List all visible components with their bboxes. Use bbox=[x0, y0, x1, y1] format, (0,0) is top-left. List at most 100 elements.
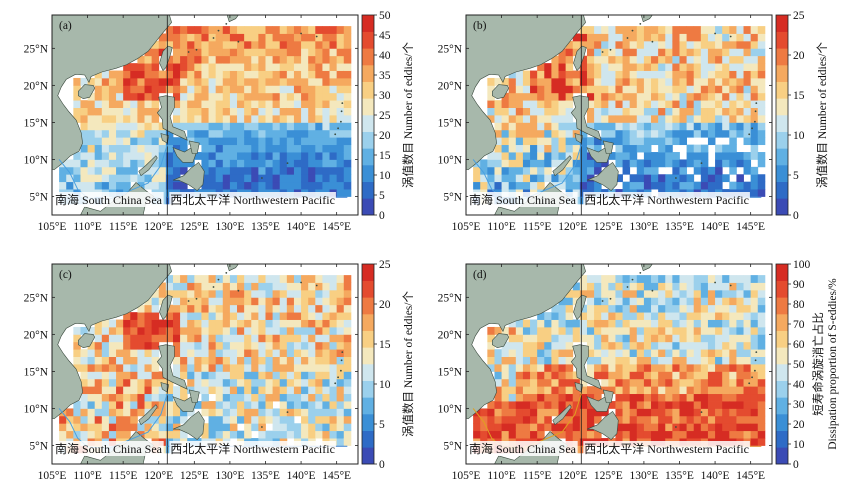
x-tick-label: 110°E bbox=[487, 221, 515, 233]
heatmap-cell bbox=[301, 115, 309, 123]
heatmap-cell bbox=[722, 152, 730, 160]
heatmap-cell bbox=[94, 144, 103, 153]
heatmap-cell bbox=[251, 415, 259, 424]
heatmap-cell bbox=[700, 107, 709, 116]
heatmap-cell bbox=[187, 334, 195, 343]
heatmap-cell bbox=[279, 166, 288, 175]
heatmap-cell bbox=[208, 63, 217, 71]
heatmap-cell bbox=[579, 393, 588, 402]
heatmap-cell bbox=[508, 166, 517, 175]
heatmap-cell bbox=[208, 48, 217, 57]
heatmap-cell bbox=[643, 33, 652, 42]
heatmap-cell bbox=[615, 326, 623, 335]
colorbar-segment bbox=[362, 165, 374, 182]
heatmap-cell bbox=[693, 349, 702, 357]
heatmap-cell bbox=[636, 364, 645, 372]
heatmap-cell bbox=[158, 181, 167, 190]
heatmap-cell bbox=[537, 100, 545, 108]
heatmap-cell bbox=[601, 70, 609, 79]
region-label-backing bbox=[583, 441, 750, 456]
heatmap-cell bbox=[658, 304, 666, 313]
heatmap-cell bbox=[151, 107, 160, 116]
heatmap-cell bbox=[672, 115, 680, 123]
heatmap-cell bbox=[700, 92, 709, 101]
heatmap-cell bbox=[537, 174, 545, 183]
heatmap-cell bbox=[736, 40, 744, 49]
heatmap-cell bbox=[693, 386, 702, 395]
heatmap-cell bbox=[658, 92, 666, 101]
island-speck bbox=[334, 133, 337, 136]
heatmap-cell bbox=[315, 319, 323, 328]
heatmap-cell bbox=[272, 364, 281, 372]
heatmap-cell bbox=[237, 174, 245, 183]
colorbar-tick-label: 100 bbox=[793, 259, 811, 271]
heatmap-cell bbox=[315, 48, 323, 57]
heatmap-cell bbox=[194, 378, 202, 387]
heatmap-cell bbox=[686, 408, 695, 417]
heatmap-cell bbox=[658, 159, 666, 168]
heatmap-cell bbox=[622, 181, 631, 190]
heatmap-cell bbox=[201, 275, 209, 283]
heatmap-cell bbox=[279, 77, 288, 86]
heatmap-cell bbox=[622, 63, 631, 71]
heatmap-cell bbox=[565, 341, 574, 350]
heatmap-cell bbox=[615, 63, 623, 71]
heatmap-cell bbox=[208, 319, 217, 328]
heatmap-cell bbox=[130, 77, 138, 86]
heatmap-cell bbox=[237, 341, 245, 350]
heatmap-cell bbox=[750, 122, 759, 131]
heatmap-cell bbox=[480, 166, 488, 175]
heatmap-cell bbox=[736, 152, 744, 160]
heatmap-cell bbox=[308, 334, 316, 343]
heatmap-cell bbox=[286, 334, 295, 343]
heatmap-cell bbox=[73, 364, 81, 372]
heatmap-cell bbox=[194, 304, 202, 313]
heatmap-cell bbox=[244, 401, 252, 409]
heatmap-cell bbox=[172, 423, 181, 432]
heatmap-cell bbox=[672, 122, 680, 131]
heatmap-cell bbox=[643, 415, 652, 424]
heatmap-cell bbox=[757, 408, 766, 417]
heatmap-cell bbox=[229, 349, 238, 357]
heatmap-cell bbox=[244, 70, 252, 79]
heatmap-cell bbox=[237, 100, 245, 108]
heatmap-cell bbox=[293, 100, 302, 108]
heatmap-cell bbox=[101, 70, 110, 79]
heatmap-cell bbox=[615, 393, 623, 402]
heatmap-cell bbox=[158, 33, 167, 42]
heatmap-cell bbox=[750, 438, 759, 446]
island-speck bbox=[651, 40, 654, 43]
heatmap-cell bbox=[272, 415, 281, 424]
heatmap-cell bbox=[629, 129, 638, 138]
heatmap-cell bbox=[116, 152, 124, 160]
heatmap-cell bbox=[251, 349, 259, 357]
heatmap-cell bbox=[622, 297, 631, 306]
heatmap-cell bbox=[658, 349, 666, 357]
heatmap-cell bbox=[251, 341, 259, 350]
heatmap-cell bbox=[265, 77, 274, 86]
heatmap-cell bbox=[301, 312, 309, 320]
heatmap-cell bbox=[322, 289, 330, 298]
heatmap-cell bbox=[180, 319, 188, 328]
colorbar-tick-label: 30 bbox=[379, 90, 391, 102]
heatmap-cell bbox=[343, 26, 352, 34]
heatmap-cell bbox=[229, 181, 238, 190]
heatmap-cell bbox=[487, 430, 495, 439]
y-tick-label: 15°N bbox=[438, 117, 463, 129]
heatmap-cell bbox=[743, 115, 752, 123]
heatmap-cell bbox=[722, 85, 730, 94]
heatmap-cell bbox=[272, 122, 281, 131]
colorbar-tick-label: 0 bbox=[379, 459, 385, 471]
heatmap-cell bbox=[165, 275, 174, 283]
heatmap-cell bbox=[237, 159, 245, 168]
colorbar-segment bbox=[362, 48, 374, 66]
heatmap-cell bbox=[194, 55, 202, 64]
heatmap-cell bbox=[487, 341, 495, 350]
heatmap-cell bbox=[729, 289, 737, 298]
heatmap-cell bbox=[679, 85, 688, 94]
heatmap-cell bbox=[544, 371, 552, 380]
heatmap-cell bbox=[336, 341, 345, 350]
heatmap-cell bbox=[572, 401, 581, 409]
heatmap-cell bbox=[151, 386, 160, 395]
